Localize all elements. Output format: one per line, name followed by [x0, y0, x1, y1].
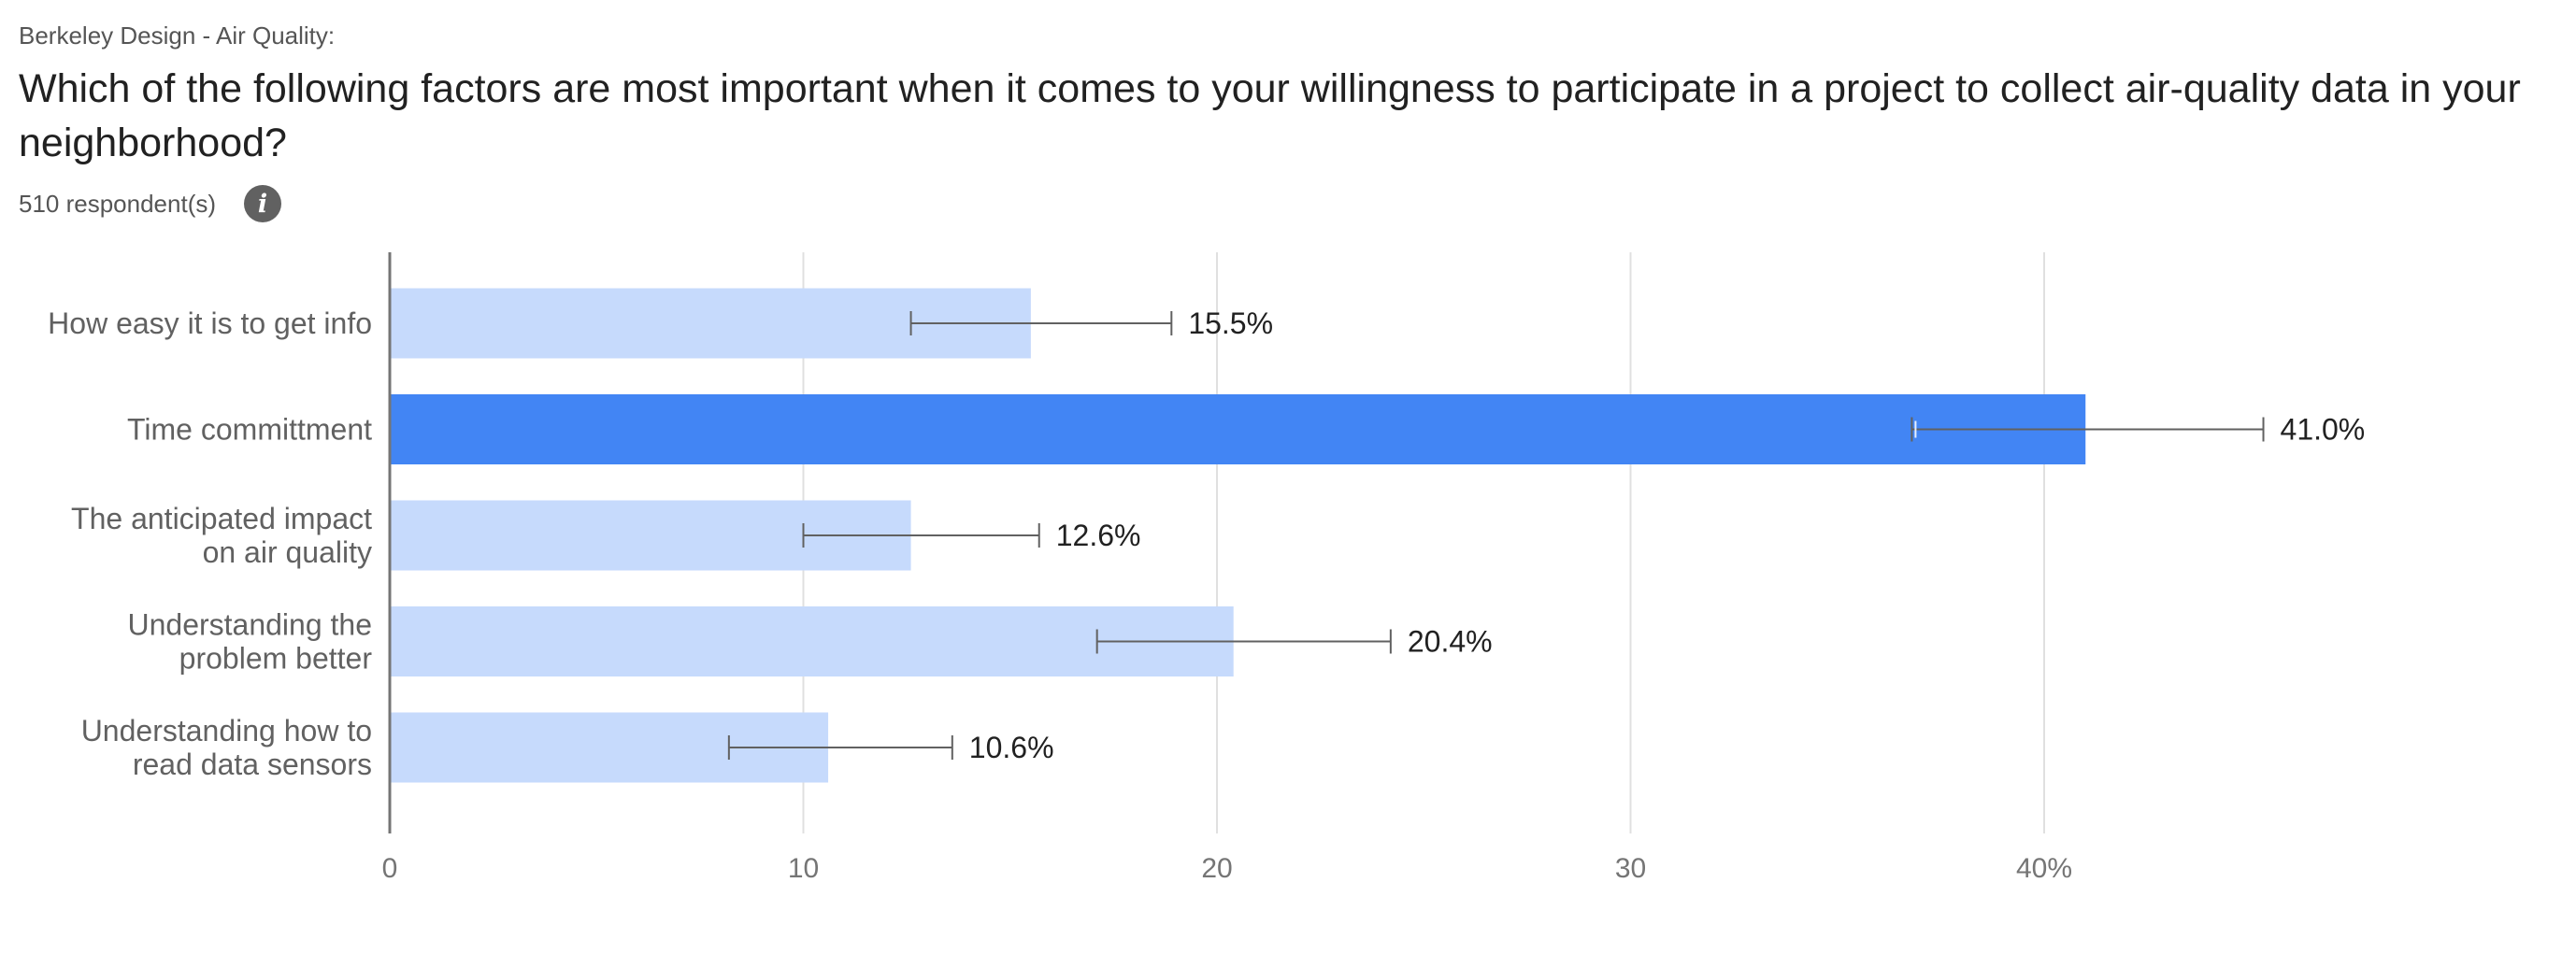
data-label: 41.0%: [2281, 413, 2366, 447]
category-label: Understanding how to: [81, 714, 372, 748]
respondent-count: 510 respondent(s): [19, 189, 217, 218]
respondent-meta: 510 respondent(s) i: [19, 183, 2561, 224]
data-label: 10.6%: [969, 731, 1054, 764]
x-tick-label: 10: [788, 853, 819, 884]
question-title: Which of the following factors are most …: [19, 66, 2521, 165]
info-icon[interactable]: i: [244, 185, 282, 222]
survey-name: Berkeley Design - Air Quality:: [19, 21, 336, 50]
x-tick-label: 40%: [2016, 853, 2072, 884]
category-label: The anticipated impact: [71, 502, 372, 535]
category-label: How easy it is to get info: [48, 306, 372, 340]
category-label: Understanding the: [127, 608, 372, 642]
bar: [390, 606, 1234, 676]
category-label: problem better: [179, 642, 373, 676]
x-tick-label: 20: [1201, 853, 1232, 884]
x-tick-label: 0: [382, 853, 398, 884]
category-label: on air quality: [203, 535, 372, 569]
bar: [390, 394, 2086, 464]
chart-header: Berkeley Design - Air Quality: Which of …: [19, 17, 2561, 224]
category-label: read data sensors: [133, 748, 372, 781]
category-label: Time committment: [127, 413, 372, 447]
data-label: 12.6%: [1056, 519, 1141, 552]
data-label: 15.5%: [1188, 306, 1273, 340]
x-tick-label: 30: [1615, 853, 1646, 884]
data-label: 20.4%: [1408, 625, 1493, 659]
